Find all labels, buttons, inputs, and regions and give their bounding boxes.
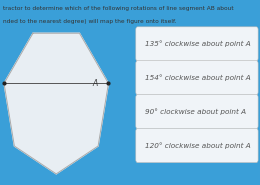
Text: tractor to determine which of the following rotations of line segment AB about: tractor to determine which of the follow… [3, 6, 233, 11]
Polygon shape [4, 33, 108, 174]
FancyBboxPatch shape [136, 61, 258, 95]
Text: 154° clockwise about point A: 154° clockwise about point A [145, 74, 251, 81]
Text: 90° clockwise about point A: 90° clockwise about point A [145, 108, 246, 115]
FancyBboxPatch shape [136, 27, 258, 61]
Text: nded to the nearest degree) will map the figure onto itself.: nded to the nearest degree) will map the… [3, 18, 176, 23]
FancyBboxPatch shape [136, 95, 258, 129]
FancyBboxPatch shape [136, 128, 258, 163]
Text: 120° clockwise about point A: 120° clockwise about point A [145, 142, 251, 149]
Text: A: A [93, 79, 98, 88]
Text: 135° clockwise about point A: 135° clockwise about point A [145, 41, 251, 47]
